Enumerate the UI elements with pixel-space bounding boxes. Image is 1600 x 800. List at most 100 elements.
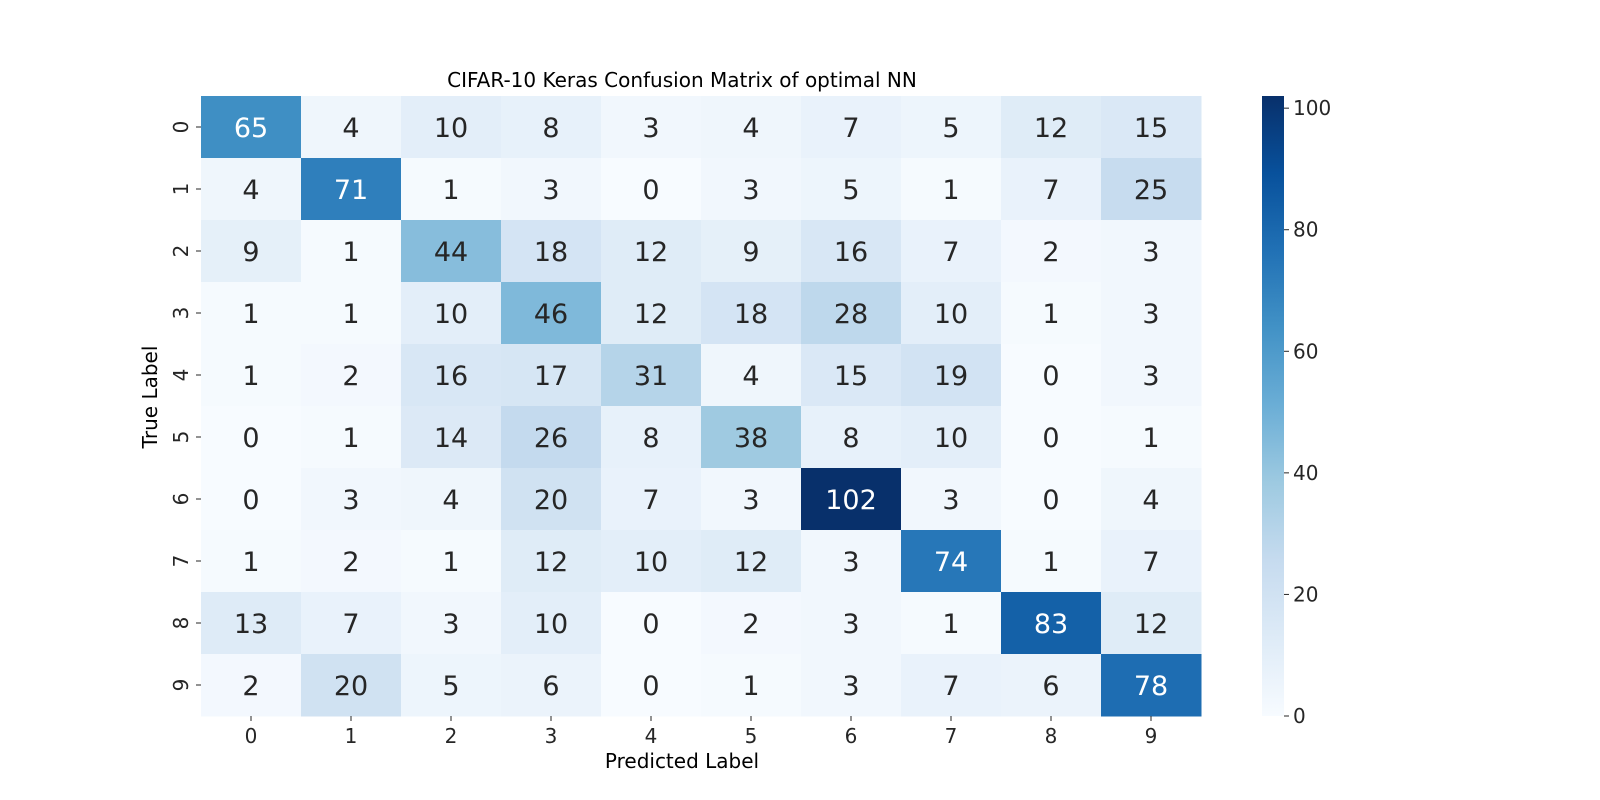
cell-value-label: 1	[342, 299, 359, 330]
cell-value-label: 13	[234, 609, 268, 640]
cell-value-label: 1	[242, 547, 259, 578]
cell-value-label: 8	[642, 423, 659, 454]
heatmap-cell-4-8	[1001, 344, 1102, 407]
heatmap-cell-9-3	[501, 654, 602, 717]
y-tick-label: 8	[169, 617, 193, 630]
heatmap-cell-4-4	[601, 344, 702, 407]
heatmap-cell-4-6	[801, 344, 902, 407]
cell-value-label: 1	[342, 423, 359, 454]
cell-value-label: 19	[934, 361, 968, 392]
heatmap-cell-6-4	[601, 468, 702, 531]
cell-value-label: 4	[1142, 485, 1159, 516]
heatmap-cell-3-3	[501, 282, 602, 345]
heatmap-cell-4-1	[301, 344, 402, 407]
heatmap-cell-6-3	[501, 468, 602, 531]
cell-value-label: 71	[334, 175, 368, 206]
cell-value-label: 3	[442, 609, 459, 640]
heatmap-cell-4-0	[201, 344, 302, 407]
heatmap-cell-9-7	[901, 654, 1002, 717]
heatmap-cell-3-8	[1001, 282, 1102, 345]
heatmap-cell-1-8	[1001, 158, 1102, 221]
heatmap-cell-6-2	[401, 468, 502, 531]
cell-value-label: 12	[734, 547, 768, 578]
heatmap-cell-7-6	[801, 530, 902, 593]
cell-value-label: 3	[942, 485, 959, 516]
heatmap-cell-7-0	[201, 530, 302, 593]
heatmap-cell-0-2	[401, 96, 502, 159]
colorbar-tick-label: 40	[1293, 461, 1318, 485]
cell-value-label: 0	[242, 423, 259, 454]
cell-value-label: 10	[434, 299, 468, 330]
heatmap-cell-9-1	[301, 654, 402, 717]
cell-value-label: 1	[442, 547, 459, 578]
cell-value-label: 1	[942, 175, 959, 206]
heatmap-cell-8-7	[901, 592, 1002, 655]
cell-value-label: 3	[542, 175, 559, 206]
heatmap-cell-1-0	[201, 158, 302, 221]
cell-value-label: 3	[1142, 361, 1159, 392]
heatmap-cell-3-9	[1101, 282, 1202, 345]
heatmap-cell-2-5	[701, 220, 802, 283]
y-tick-label: 6	[169, 493, 193, 506]
cell-value-label: 0	[642, 671, 659, 702]
cell-value-label: 2	[342, 361, 359, 392]
cell-value-label: 0	[242, 485, 259, 516]
cell-value-label: 5	[942, 113, 959, 144]
heatmap-cell-5-9	[1101, 406, 1202, 469]
y-tick-label: 7	[169, 555, 193, 568]
colorbar-tick-label: 60	[1293, 339, 1318, 363]
x-axis-label: Predicted Label	[605, 749, 759, 773]
heatmap-cell-9-6	[801, 654, 902, 717]
heatmap-cell-1-7	[901, 158, 1002, 221]
heatmap-cell-7-5	[701, 530, 802, 593]
heatmap-cell-5-5	[701, 406, 802, 469]
cell-value-label: 7	[842, 113, 859, 144]
cell-value-label: 78	[1134, 671, 1168, 702]
heatmap-cell-3-2	[401, 282, 502, 345]
cell-value-label: 16	[434, 361, 468, 392]
heatmap-cell-0-6	[801, 96, 902, 159]
y-tick-label: 5	[169, 431, 193, 444]
cell-value-label: 26	[534, 423, 568, 454]
cell-value-label: 4	[442, 485, 459, 516]
cell-value-label: 4	[742, 361, 759, 392]
heatmap-cell-2-2	[401, 220, 502, 283]
cell-value-label: 1	[342, 237, 359, 268]
cell-value-label: 15	[1134, 113, 1168, 144]
heatmap-cell-9-8	[1001, 654, 1102, 717]
cell-value-label: 0	[642, 175, 659, 206]
x-tick-label: 3	[545, 724, 558, 748]
heatmap-cell-6-6	[801, 468, 902, 531]
heatmap-cell-9-5	[701, 654, 802, 717]
cell-value-label: 10	[934, 299, 968, 330]
cell-value-label: 44	[434, 237, 468, 268]
heatmap-cell-1-4	[601, 158, 702, 221]
heatmap-cell-6-5	[701, 468, 802, 531]
cell-value-label: 2	[342, 547, 359, 578]
colorbar-gradient	[1262, 96, 1284, 716]
y-tick-label: 3	[169, 307, 193, 320]
heatmap-cell-7-8	[1001, 530, 1102, 593]
cell-value-label: 0	[1042, 361, 1059, 392]
heatmap-cell-6-0	[201, 468, 302, 531]
cell-value-label: 3	[642, 113, 659, 144]
heatmap-cell-0-8	[1001, 96, 1102, 159]
heatmap-cell-4-3	[501, 344, 602, 407]
cell-value-label: 5	[442, 671, 459, 702]
heatmap-cell-8-1	[301, 592, 402, 655]
x-tick-label: 8	[1045, 724, 1058, 748]
cell-value-label: 8	[842, 423, 859, 454]
y-tick-label: 4	[169, 369, 193, 382]
y-tick-label: 1	[169, 183, 193, 196]
heatmap-cell-6-1	[301, 468, 402, 531]
y-axis-label: True Label	[138, 346, 162, 450]
colorbar: 0 20 40 60 80 100	[1262, 96, 1331, 728]
cell-value-label: 0	[642, 609, 659, 640]
cell-value-label: 18	[734, 299, 768, 330]
heatmap-cell-5-0	[201, 406, 302, 469]
heatmap-cell-2-1	[301, 220, 402, 283]
cell-value-label: 7	[1142, 547, 1159, 578]
heatmap-cell-7-2	[401, 530, 502, 593]
cell-value-label: 1	[242, 299, 259, 330]
cell-value-label: 10	[934, 423, 968, 454]
